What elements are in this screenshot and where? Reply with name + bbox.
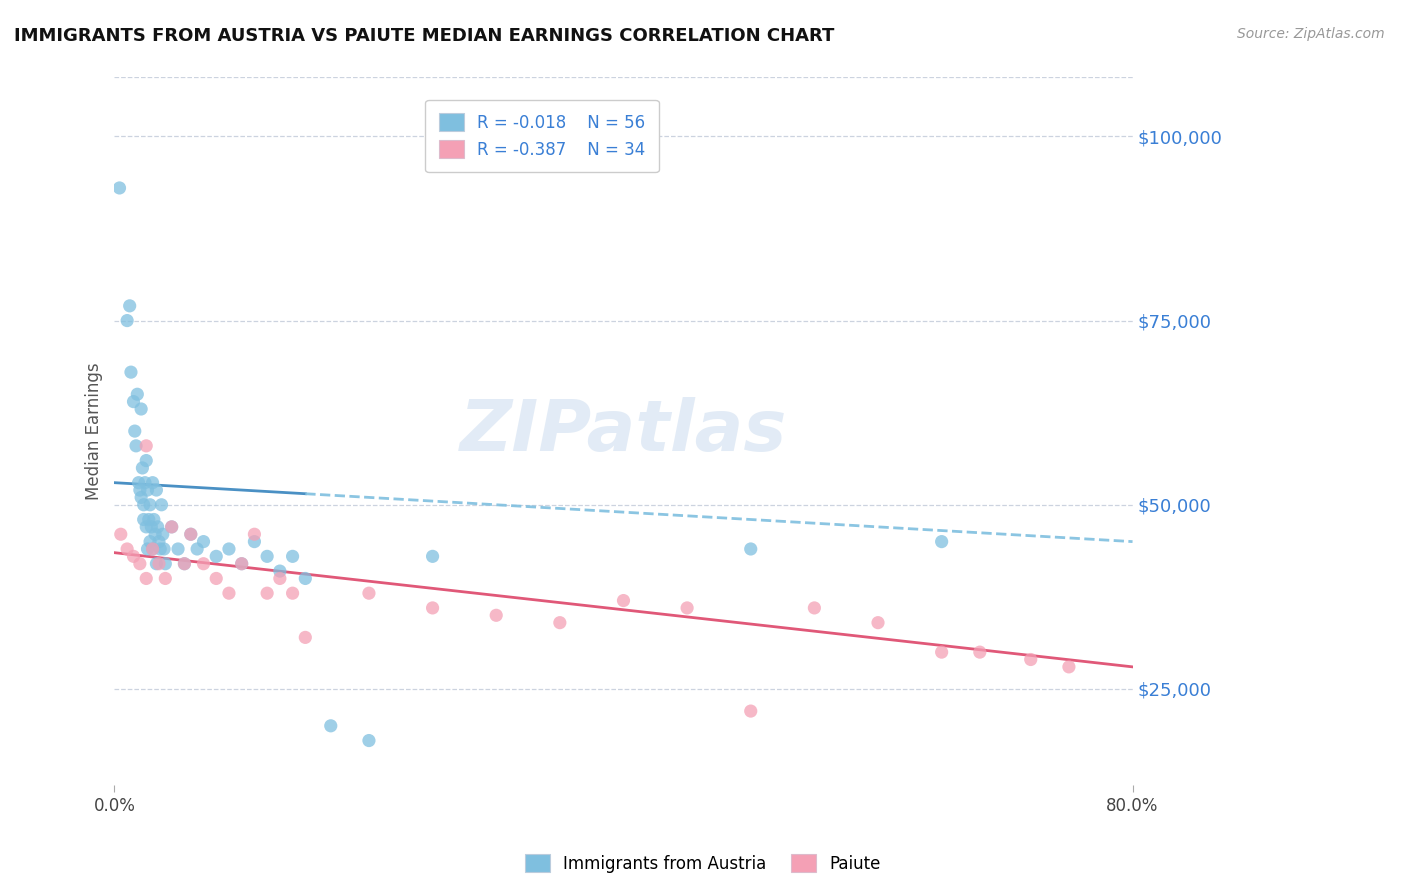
Text: Source: ZipAtlas.com: Source: ZipAtlas.com — [1237, 27, 1385, 41]
Point — [135, 439, 157, 453]
Point — [129, 491, 152, 505]
Point — [186, 541, 208, 556]
Point — [243, 534, 266, 549]
Point — [128, 475, 150, 490]
Point — [136, 541, 159, 556]
Point — [256, 549, 278, 564]
Point — [231, 557, 253, 571]
Point — [193, 557, 215, 571]
Point — [146, 520, 169, 534]
Point — [148, 557, 170, 571]
Point — [135, 453, 157, 467]
Point — [124, 424, 146, 438]
Point — [173, 557, 195, 571]
Point — [135, 571, 157, 585]
Point — [115, 541, 138, 556]
Text: ZIPatlas: ZIPatlas — [460, 397, 787, 466]
Point — [138, 512, 160, 526]
Point — [357, 733, 380, 747]
Point — [142, 541, 165, 556]
Point — [110, 527, 132, 541]
Point — [150, 498, 173, 512]
Point — [281, 586, 304, 600]
Point — [205, 571, 228, 585]
Y-axis label: Median Earnings: Median Earnings — [86, 362, 103, 500]
Point — [108, 181, 131, 195]
Legend: R = -0.018    N = 56, R = -0.387    N = 34: R = -0.018 N = 56, R = -0.387 N = 34 — [426, 100, 658, 172]
Point — [218, 541, 240, 556]
Point — [141, 520, 163, 534]
Point — [115, 313, 138, 327]
Point — [139, 534, 162, 549]
Point — [132, 498, 155, 512]
Point — [256, 586, 278, 600]
Point — [145, 483, 167, 497]
Point — [319, 719, 342, 733]
Point — [128, 557, 150, 571]
Point — [136, 483, 159, 497]
Point — [173, 557, 195, 571]
Point — [122, 394, 145, 409]
Point — [422, 601, 444, 615]
Text: IMMIGRANTS FROM AUSTRIA VS PAIUTE MEDIAN EARNINGS CORRELATION CHART: IMMIGRANTS FROM AUSTRIA VS PAIUTE MEDIAN… — [14, 27, 834, 45]
Point — [155, 557, 177, 571]
Point — [118, 299, 141, 313]
Point — [135, 520, 157, 534]
Point — [167, 541, 190, 556]
Point — [931, 534, 953, 549]
Point — [153, 541, 176, 556]
Point — [294, 571, 316, 585]
Point — [155, 571, 177, 585]
Point — [1019, 652, 1042, 666]
Point — [740, 704, 762, 718]
Point — [294, 631, 316, 645]
Point — [180, 527, 202, 541]
Point — [1057, 660, 1080, 674]
Point — [129, 402, 152, 417]
Point — [281, 549, 304, 564]
Point — [142, 512, 165, 526]
Point — [131, 461, 153, 475]
Point — [931, 645, 953, 659]
Point — [676, 601, 699, 615]
Point — [132, 512, 155, 526]
Point — [127, 387, 149, 401]
Point — [218, 586, 240, 600]
Point — [422, 549, 444, 564]
Point — [149, 541, 172, 556]
Point — [269, 571, 291, 585]
Point — [128, 483, 150, 497]
Point — [180, 527, 202, 541]
Point — [152, 527, 174, 541]
Point — [205, 549, 228, 564]
Point — [193, 534, 215, 549]
Point — [548, 615, 571, 630]
Point — [269, 564, 291, 578]
Point — [139, 498, 162, 512]
Point — [969, 645, 991, 659]
Point — [866, 615, 889, 630]
Point — [143, 527, 166, 541]
Point — [160, 520, 183, 534]
Point — [125, 439, 148, 453]
Point — [243, 527, 266, 541]
Point — [231, 557, 253, 571]
Point — [142, 475, 165, 490]
Point — [160, 520, 183, 534]
Point — [485, 608, 508, 623]
Point — [122, 549, 145, 564]
Point — [612, 593, 634, 607]
Point — [357, 586, 380, 600]
Point — [148, 534, 170, 549]
Point — [740, 541, 762, 556]
Point — [142, 541, 165, 556]
Point — [803, 601, 825, 615]
Point — [134, 475, 156, 490]
Legend: Immigrants from Austria, Paiute: Immigrants from Austria, Paiute — [519, 847, 887, 880]
Point — [145, 557, 167, 571]
Point — [120, 365, 142, 379]
